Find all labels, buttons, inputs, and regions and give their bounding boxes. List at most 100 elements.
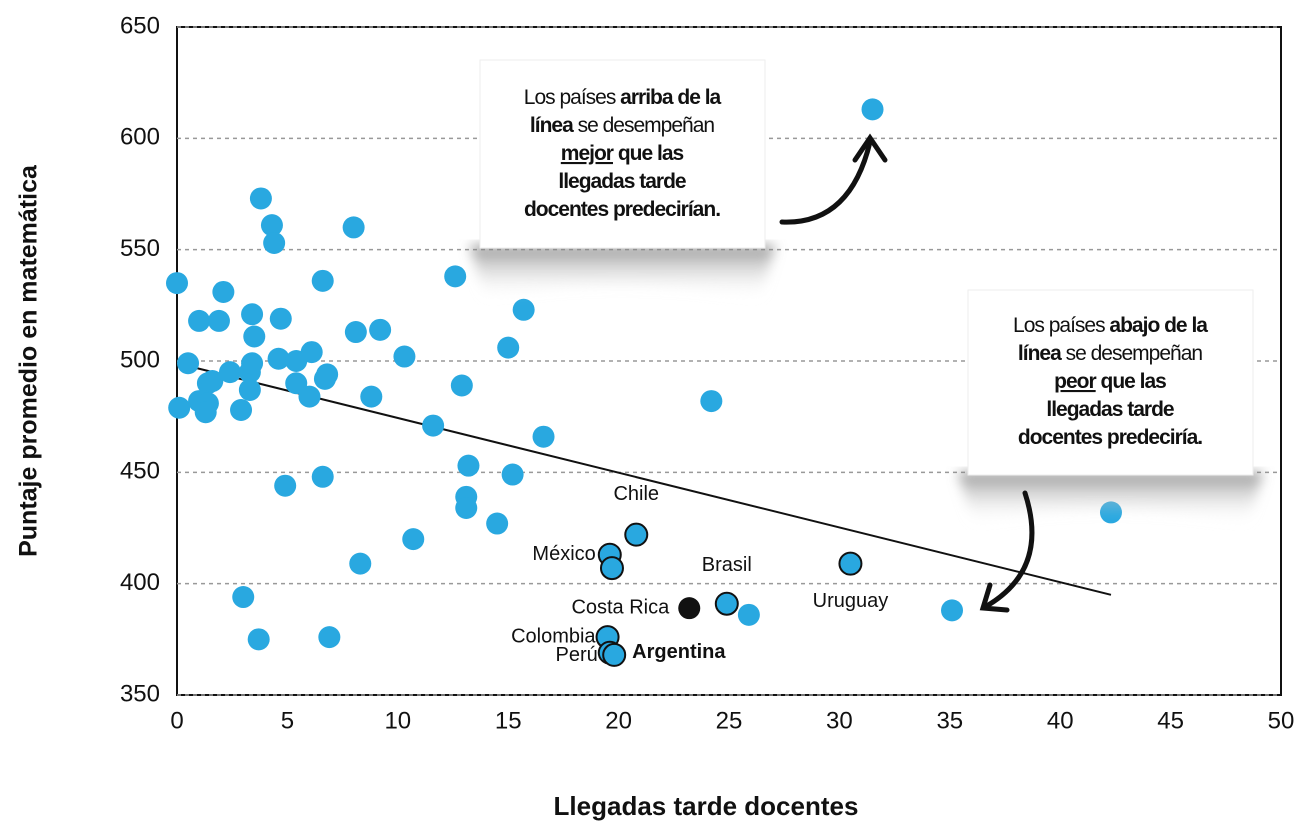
point [298, 385, 321, 408]
point-label: Argentina [632, 641, 726, 663]
point [212, 280, 235, 303]
point [360, 385, 383, 408]
annotation-run: se desempeñan [1061, 342, 1203, 365]
point [450, 374, 473, 397]
annotation-run: se desempeñan [573, 114, 715, 137]
shadow [470, 245, 775, 300]
annotation-run: que las [613, 142, 684, 165]
point [263, 231, 286, 254]
y-tick-label: 550 [120, 235, 160, 262]
point-label: México [532, 543, 595, 565]
point [599, 556, 624, 581]
annotation-run: línea [1018, 342, 1062, 365]
point [512, 298, 535, 321]
point [249, 187, 272, 210]
y-tick-label: 450 [120, 458, 160, 485]
point [207, 309, 230, 332]
point [260, 214, 283, 237]
x-tick-label: 50 [1268, 707, 1295, 734]
point [455, 496, 478, 519]
x-tick-label: 10 [384, 707, 411, 734]
point [285, 372, 308, 395]
point-label: Uruguay [813, 590, 889, 612]
annotation-run: abajo de la [1109, 314, 1208, 337]
callout-shadows [470, 245, 1263, 525]
point [838, 551, 863, 576]
x-axis-title: Llegadas tarde docentes [554, 791, 859, 821]
point [194, 401, 217, 424]
annotation-run: llegadas tarde [1046, 398, 1174, 421]
point [700, 390, 723, 413]
y-tick-label: 500 [120, 346, 160, 373]
point [624, 522, 649, 547]
annotation-run: mejor [561, 142, 614, 165]
point [166, 272, 188, 295]
x-tick-label: 25 [716, 707, 743, 734]
x-tick-label: 35 [936, 707, 963, 734]
x-tick-label: 5 [281, 707, 294, 734]
point [177, 352, 200, 375]
arrows [779, 133, 1035, 613]
point [737, 603, 760, 626]
point [318, 626, 341, 649]
point [444, 265, 467, 288]
point-label: Costa Rica [571, 596, 670, 618]
annotation-run: que las [1096, 370, 1167, 393]
point [422, 414, 445, 437]
annotation-line: docentes predeciría. [1018, 426, 1202, 449]
annotation-run: peor [1054, 370, 1096, 393]
annotations: Los países arriba de la línea se desempeñ… [524, 86, 1210, 449]
point [861, 98, 884, 121]
point [311, 269, 334, 292]
point [402, 528, 425, 551]
point [342, 216, 365, 239]
annotation-line: docentes predecirían. [524, 198, 720, 221]
point [218, 361, 241, 384]
point [311, 465, 334, 488]
annotation-line: Los países arriba de la [524, 86, 722, 109]
point [486, 512, 509, 535]
point [941, 599, 964, 622]
y-tick-label: 400 [120, 569, 160, 596]
point [247, 628, 270, 651]
annotation-line: línea se desempeñan [1018, 342, 1202, 365]
point [269, 307, 292, 330]
y-tick-label: 650 [120, 12, 160, 39]
annotation-run: arriba de la [620, 86, 721, 109]
callout-box [479, 59, 766, 249]
x-tick-label: 15 [495, 707, 522, 734]
point [369, 318, 392, 341]
arrow [982, 490, 1035, 610]
shadow [958, 472, 1263, 525]
point [188, 309, 211, 332]
point [457, 454, 480, 477]
annotation-line: Los países abajo de la [1013, 314, 1208, 337]
annotation-run: Los países [524, 86, 620, 109]
annotation-run: línea [530, 114, 574, 137]
x-tick-label: 45 [1157, 707, 1184, 734]
point-label: Perú [556, 644, 598, 666]
point [714, 591, 739, 616]
point [532, 425, 555, 448]
annotation-line: línea se desempeñan [530, 114, 714, 137]
y-tick-label: 600 [120, 124, 160, 151]
point [241, 352, 264, 375]
point [274, 474, 297, 497]
annotation-run: Los países [1013, 314, 1109, 337]
x-tick-label: 30 [826, 707, 853, 734]
annotation-run: docentes predecirían. [524, 198, 720, 221]
annotation-line: llegadas tarde [1046, 398, 1174, 421]
point [232, 586, 255, 609]
point [201, 370, 224, 393]
point [230, 398, 253, 421]
point [267, 347, 290, 370]
point-label: Colombia [511, 625, 596, 647]
point [238, 378, 261, 401]
point [243, 325, 266, 348]
x-tick-label: 20 [605, 707, 632, 734]
arrow-head [979, 582, 1010, 613]
point [313, 367, 336, 390]
point [501, 463, 524, 486]
